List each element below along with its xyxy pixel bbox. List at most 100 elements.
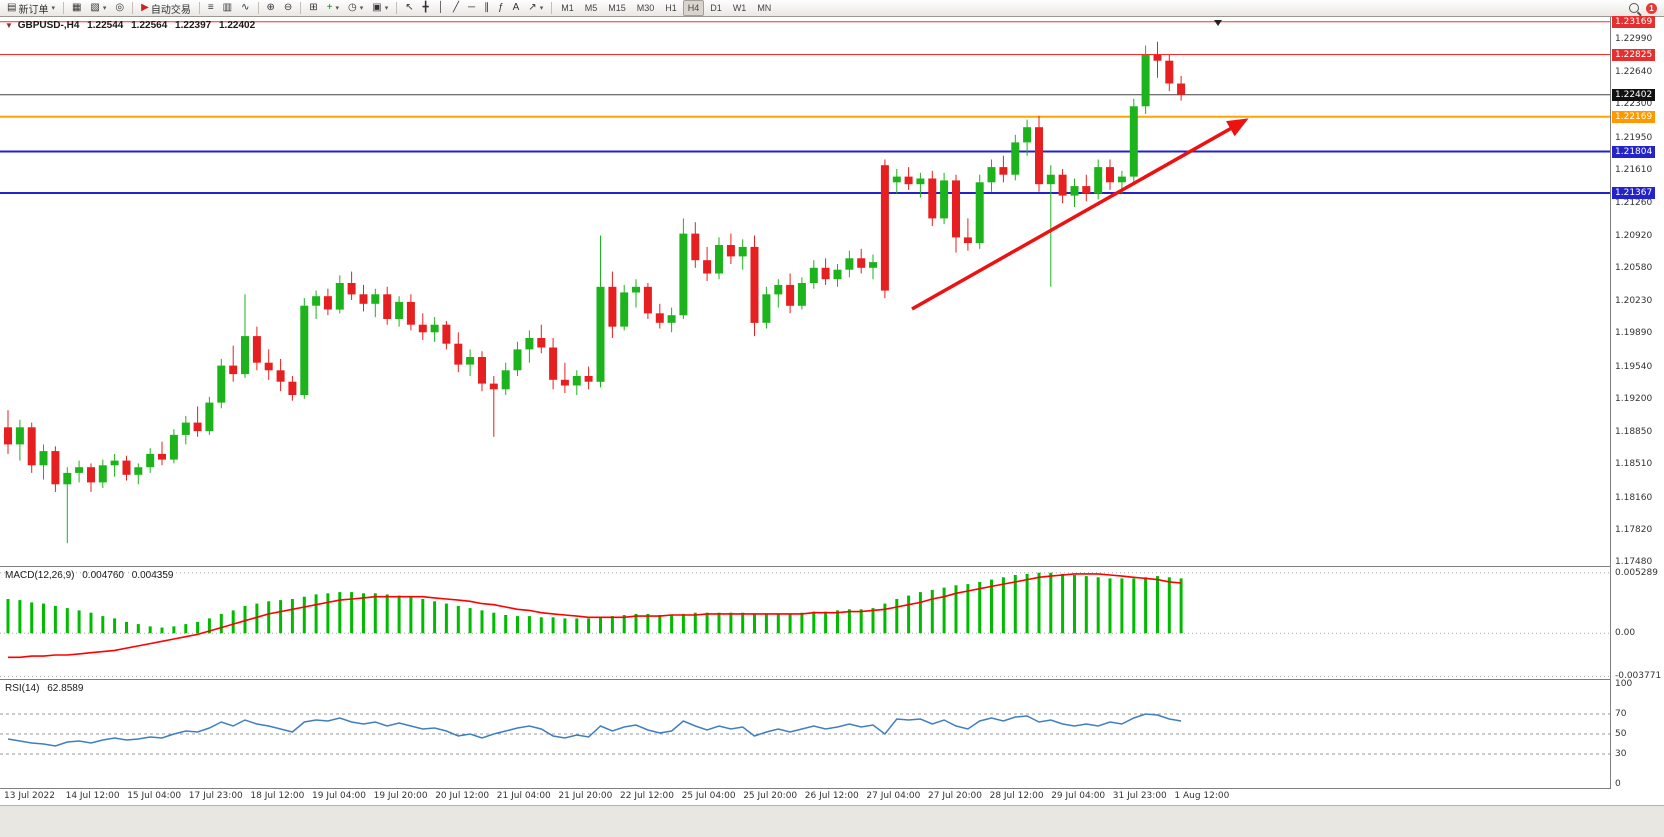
date-tick: 31 Jul 23:00: [1112, 791, 1167, 801]
new-order-button[interactable]: ▤ 新订单 ▾: [3, 0, 59, 16]
cursor-button[interactable]: ↖: [401, 0, 417, 16]
zoom-out-button[interactable]: ⊖: [280, 0, 296, 16]
macd-main-value: 0.004760: [82, 570, 124, 581]
panel-divider[interactable]: [0, 679, 1664, 680]
horizontal-line-button[interactable]: ─: [464, 0, 479, 16]
date-tick: 27 Jul 04:00: [866, 791, 921, 801]
timeframe-d1-button[interactable]: D1: [705, 0, 727, 16]
caret-down-icon: ▾: [359, 5, 364, 12]
rsi-value: 62.8589: [47, 683, 84, 694]
equidistant-channel-button[interactable]: ∥: [480, 0, 493, 16]
date-tick: 13 Jul 2022: [4, 791, 55, 801]
timeframe-m1-button[interactable]: M1: [556, 0, 579, 16]
rsi-tick: 30: [1615, 749, 1627, 759]
date-tick: 20 Jul 12:00: [435, 791, 490, 801]
notification-badge[interactable]: 1: [1646, 2, 1657, 14]
templates-button[interactable]: ▣ ▾: [368, 0, 392, 16]
chart-marker-icon: ▼: [5, 21, 13, 30]
rsi-tick: 100: [1615, 679, 1633, 689]
price-badge: 1.22825: [1612, 48, 1656, 61]
timeframe-h4-button-label: H4: [687, 3, 700, 13]
date-tick: 18 Jul 12:00: [250, 791, 305, 801]
indicators-button[interactable]: + ▾: [323, 0, 343, 16]
price-tick: 1.18510: [1615, 459, 1653, 470]
quote-low: 1.22397: [175, 20, 212, 31]
crosshair-button[interactable]: ╋: [419, 0, 433, 16]
timeframe-mn-button[interactable]: MN: [752, 0, 776, 16]
macd-chart[interactable]: [0, 567, 1610, 679]
periods-button[interactable]: ◷ ▾: [344, 0, 367, 16]
timeframe-h1-button[interactable]: H1: [660, 0, 682, 16]
trendline-button[interactable]: ╱: [449, 0, 463, 16]
zoom-out-icon: ⊖: [283, 2, 293, 13]
refresh-button[interactable]: ◎: [111, 0, 128, 16]
rsi-name: RSI(14): [5, 683, 40, 694]
quote-high: 1.22564: [131, 20, 168, 31]
zoom-in-button[interactable]: ⊕: [263, 0, 279, 16]
rsi-tick: 70: [1615, 709, 1627, 719]
search-icon[interactable]: [1629, 3, 1639, 13]
quote-open: 1.22544: [87, 20, 124, 31]
price-tick: 1.19890: [1615, 328, 1653, 339]
toolbar-separator: [198, 2, 200, 14]
timeframe-m15-button[interactable]: M15: [603, 0, 631, 16]
timeframe-w1-button-label: W1: [732, 3, 747, 13]
toolbar-separator: [62, 2, 64, 14]
price-tick: 1.20920: [1615, 230, 1653, 241]
indicators-icon: +: [326, 2, 333, 13]
timeframe-m30-button[interactable]: M30: [632, 0, 660, 16]
timeframe-h4-button[interactable]: H4: [682, 0, 705, 16]
line-chart-button[interactable]: ∿: [237, 0, 253, 16]
new-order-icon: ▤: [7, 2, 17, 13]
date-tick: 22 Jul 12:00: [620, 791, 674, 801]
rsi-chart[interactable]: [0, 680, 1610, 788]
price-tick: 1.19200: [1615, 393, 1653, 404]
fibonacci-button[interactable]: ƒ: [494, 0, 508, 16]
macd-tick: 0.005289: [1615, 567, 1658, 578]
arrows-icon: ↗: [528, 2, 537, 13]
caret-down-icon: ▾: [102, 5, 107, 12]
charts-icon: ▦: [71, 2, 82, 13]
date-tick: 19 Jul 20:00: [373, 791, 428, 801]
bar-chart-icon: ≡: [207, 2, 214, 13]
tile-windows-button[interactable]: ⊞: [305, 0, 321, 16]
price-panel[interactable]: ▼ GBPUSD-,H4 1.22544 1.22564 1.22397 1.2…: [0, 17, 1610, 566]
price-tick: 1.17820: [1615, 524, 1653, 535]
candlestick-chart-button[interactable]: ▥: [219, 0, 236, 16]
macd-signal-value: 0.004359: [131, 570, 174, 581]
bottom-strip: [0, 805, 1664, 837]
zoom-in-icon: ⊕: [266, 2, 275, 13]
chart-window[interactable]: ▼ GBPUSD-,H4 1.22544 1.22564 1.22397 1.2…: [0, 15, 1664, 837]
candlestick-chart[interactable]: [0, 17, 1610, 566]
arrows-button[interactable]: ↗ ▾: [524, 0, 547, 16]
timeframe-m5-button[interactable]: M5: [580, 0, 603, 16]
panel-divider[interactable]: [0, 566, 1664, 567]
text-button[interactable]: A: [509, 0, 524, 16]
bar-chart-button[interactable]: ≡: [204, 0, 218, 16]
price-axis[interactable]: 1.22990 1.22640 1.22300 1.21950 1.21610 1.212…: [1610, 15, 1664, 789]
text-icon: A: [512, 2, 520, 13]
macd-panel[interactable]: MACD(12,26,9) 0.004760 0.004359: [0, 567, 1610, 679]
date-axis[interactable]: 13 Jul 2022 14 Jul 12:00 15 Jul 04:00 17 Ju…: [0, 789, 1664, 805]
timeframe-w1-button[interactable]: W1: [728, 0, 752, 16]
macd-tick: -0.003771: [1615, 671, 1662, 682]
timeframe-m5-button-label: M5: [584, 3, 598, 13]
rsi-panel[interactable]: RSI(14) 62.8589: [0, 680, 1610, 788]
new-order-button-label: 新订单: [18, 4, 49, 16]
profiles-button[interactable]: ▧ ▾: [86, 0, 110, 16]
vertical-line-button[interactable]: │: [434, 0, 448, 16]
charts-button[interactable]: ▦: [68, 0, 85, 16]
price-badge: 1.21367: [1612, 187, 1656, 199]
profiles-icon: ▧: [90, 2, 100, 13]
candlestick-chart-icon: ▥: [222, 2, 233, 13]
date-tick: 1 Aug 12:00: [1174, 791, 1230, 801]
price-badge: 1.22402: [1612, 88, 1656, 101]
caret-down-icon: ▾: [539, 5, 544, 12]
date-tick: 19 Jul 04:00: [312, 791, 366, 801]
refresh-icon: ◎: [115, 2, 125, 13]
timeframe-m15-button-label: M15: [608, 3, 626, 13]
timeframe-m30-button-label: M30: [636, 3, 655, 13]
autotrading-button[interactable]: ▶ 自动交易: [137, 0, 195, 16]
price-tick: 1.18160: [1615, 492, 1653, 503]
